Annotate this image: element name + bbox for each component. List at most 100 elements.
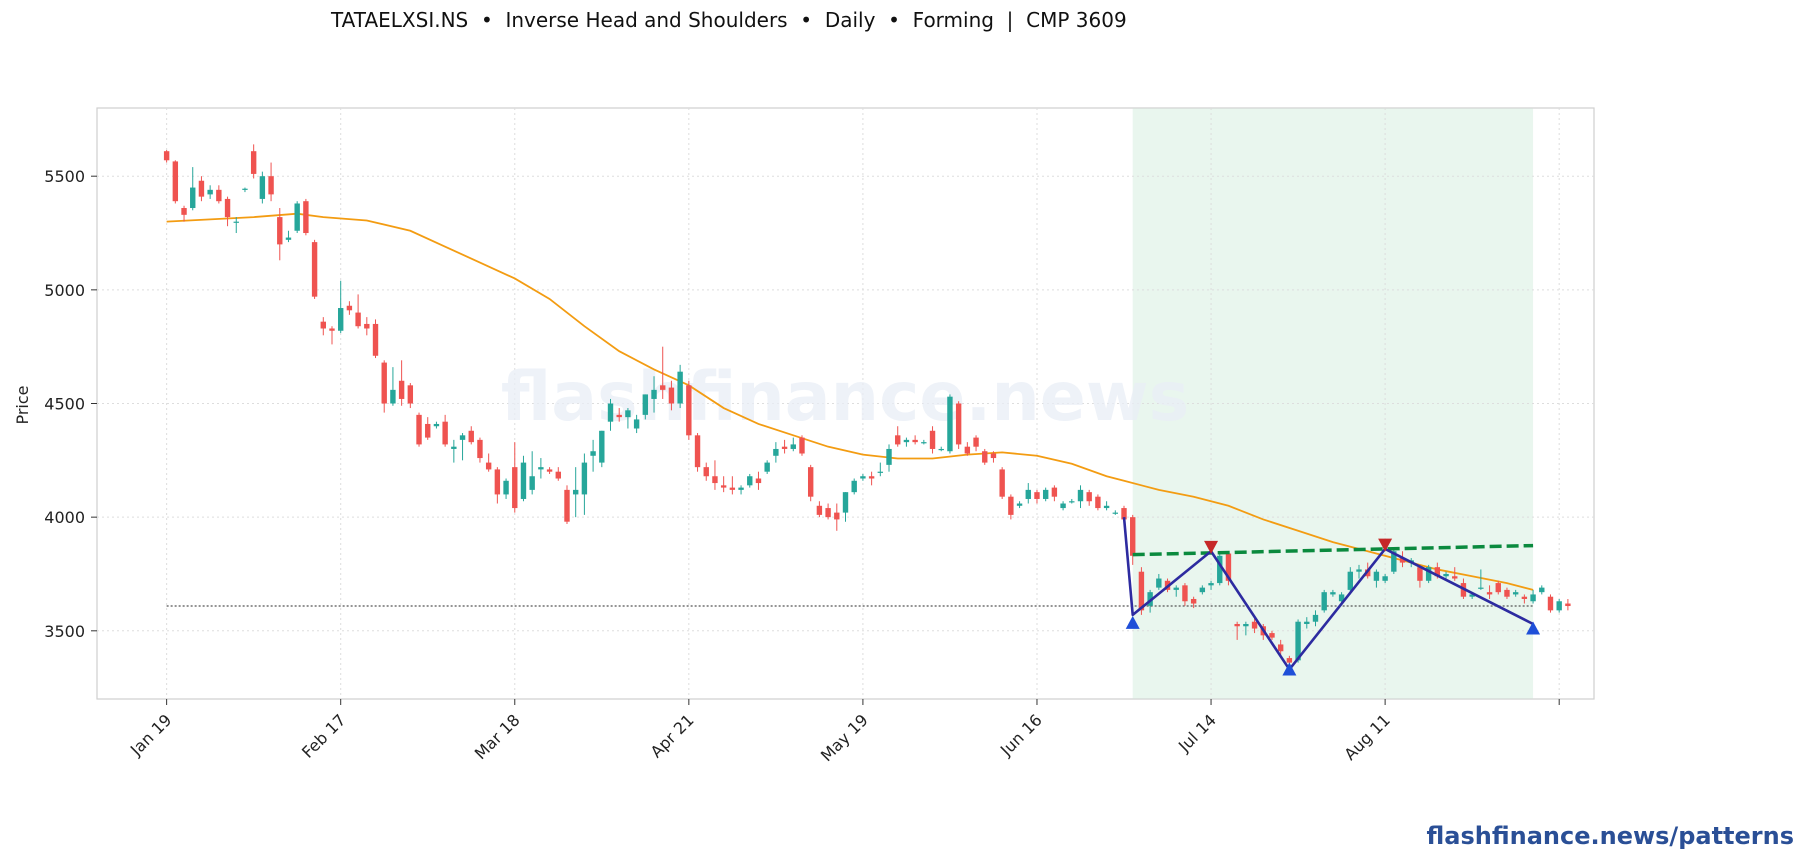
candle-body: [1199, 587, 1206, 593]
candle-body: [259, 176, 266, 199]
candle-body: [451, 446, 457, 449]
candle-body: [416, 414, 422, 445]
candle-body: [633, 419, 640, 429]
candle-body: [1452, 576, 1458, 579]
candle-body: [799, 437, 805, 454]
candle-body: [947, 396, 953, 452]
candle-body: [1330, 592, 1336, 595]
candle-body: [459, 435, 466, 440]
candle-body: [1138, 571, 1145, 611]
candle-body: [329, 328, 335, 331]
y-tick-label: 5500: [44, 167, 85, 186]
candle-body: [198, 180, 205, 197]
candle-body: [1382, 576, 1388, 581]
candle-body: [381, 362, 387, 404]
candle-body: [825, 508, 831, 518]
candle-body: [303, 201, 309, 234]
peak-marker: [1204, 540, 1219, 554]
y-tick-label: 5000: [44, 281, 85, 300]
candle-body: [1208, 583, 1214, 586]
candle-body: [1042, 489, 1049, 499]
x-tick-label: Jan 19: [126, 710, 176, 760]
candle-body: [860, 476, 866, 479]
candle-body: [311, 242, 318, 297]
candle-body: [1556, 601, 1562, 611]
candle-body: [964, 446, 971, 454]
candle-body: [1025, 489, 1031, 499]
candle-body: [929, 430, 936, 449]
x-tick-label: Feb 17: [298, 710, 349, 761]
candle-body: [555, 471, 561, 479]
candle-body: [982, 451, 988, 463]
moving-average-line: [166, 212, 1534, 591]
candle-body: [1251, 621, 1258, 629]
candle-body: [364, 323, 370, 329]
candle-body: [1130, 517, 1136, 556]
candle-body: [512, 467, 518, 509]
candle-body: [346, 305, 353, 311]
candle-body: [1512, 592, 1519, 595]
candle-body: [999, 469, 1005, 497]
candle-body: [1016, 503, 1023, 506]
candle-body: [1469, 594, 1475, 597]
candle-body: [1243, 623, 1249, 627]
candle-body: [372, 323, 379, 356]
candle-body: [851, 480, 857, 493]
candle-body: [233, 221, 239, 223]
candle-body: [250, 151, 257, 174]
candle-body: [1530, 594, 1536, 602]
candle-body: [903, 439, 910, 443]
pattern-line: [1122, 517, 1534, 671]
candle-body: [790, 444, 796, 449]
footer-link[interactable]: flashfinance.news/patterns: [1426, 822, 1794, 850]
candle-body: [895, 435, 901, 445]
candle-body: [1147, 592, 1153, 606]
candle-body: [1103, 505, 1110, 509]
y-axis-label: Price: [13, 385, 32, 424]
candle-body: [1495, 583, 1501, 593]
candle-body: [1295, 621, 1301, 661]
candle-body: [651, 389, 657, 399]
candle-body: [520, 462, 527, 499]
candle-body: [1399, 558, 1406, 563]
candle-body: [729, 487, 736, 490]
candle-body: [1077, 489, 1084, 502]
candle-body: [747, 476, 753, 486]
candle-body: [599, 430, 605, 463]
candle-body: [1304, 621, 1310, 624]
candle-body: [816, 505, 823, 515]
peak-marker: [1378, 538, 1393, 552]
candle-body: [581, 462, 588, 495]
candle-body: [1565, 603, 1571, 607]
candle-body: [216, 189, 222, 202]
x-tick-label: Mar 18: [471, 710, 524, 763]
candle-body: [1225, 553, 1232, 581]
y-tick-label: 4500: [44, 395, 85, 414]
candle-body: [1008, 496, 1014, 515]
candle-body: [355, 312, 361, 327]
candle-body: [1190, 598, 1197, 604]
candle-body: [1443, 573, 1449, 577]
candle-body: [1391, 551, 1397, 572]
candle-body: [564, 489, 570, 522]
candle-body: [242, 188, 248, 190]
candle-body: [1312, 614, 1319, 622]
candle-body: [912, 439, 918, 443]
trough-marker: [1526, 621, 1541, 635]
candle-body: [781, 446, 788, 449]
candle-body: [398, 380, 405, 399]
x-tick-label: Jul 14: [1174, 710, 1220, 756]
candle-body: [1478, 587, 1484, 589]
candle-body: [834, 512, 840, 520]
candle-body: [538, 467, 544, 470]
candle-body: [1425, 567, 1432, 581]
candle-body: [1356, 569, 1362, 572]
candle-body: [921, 442, 927, 444]
candle-body: [1112, 512, 1119, 514]
candle-body: [712, 476, 718, 484]
y-tick-label: 3500: [44, 622, 85, 641]
candle-body: [773, 448, 779, 456]
candle-body: [1060, 503, 1066, 509]
candle-body: [390, 389, 396, 404]
candle-body: [1182, 585, 1188, 602]
